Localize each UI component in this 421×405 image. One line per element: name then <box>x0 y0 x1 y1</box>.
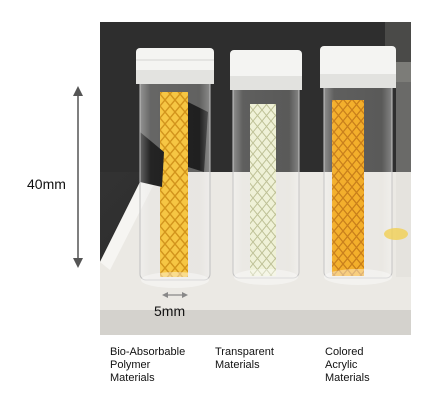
height-arrow <box>73 86 83 268</box>
vials-photo <box>100 22 411 335</box>
width-label: 5mm <box>154 303 186 319</box>
caption-colored-acrylic: Colored Acrylic Materials <box>325 346 370 384</box>
cap <box>230 50 302 82</box>
vial-transparent <box>230 50 302 285</box>
cap <box>320 46 396 80</box>
vial-colored-acrylic <box>320 46 396 285</box>
caption-bio-absorbable: Bio-Absorbable Polymer Materials <box>110 346 186 384</box>
width-arrow <box>162 292 188 298</box>
caption-transparent: Transparent Materials <box>215 346 274 371</box>
vial-bio-absorbable <box>136 48 214 288</box>
height-label: 40mm <box>27 176 66 192</box>
